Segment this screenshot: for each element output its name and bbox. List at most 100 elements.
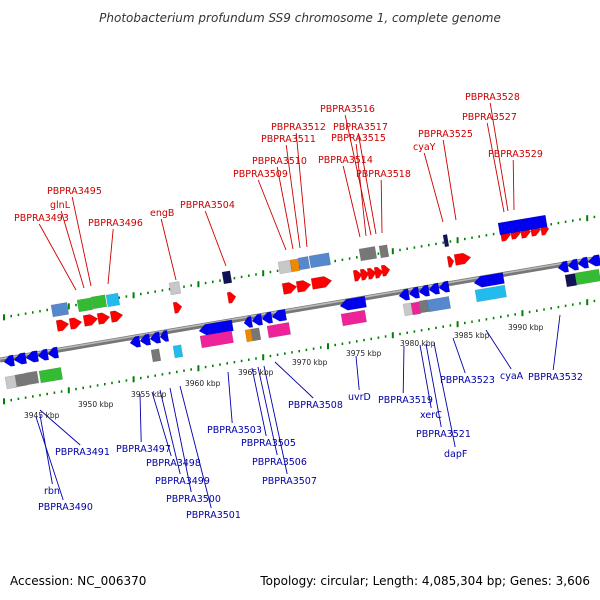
forward-gene-arrow <box>109 310 124 323</box>
reverse-gene-arrow <box>408 286 421 299</box>
reverse-gene-label: PBPRA3498 <box>146 458 201 469</box>
forward-gene-arrow <box>55 319 70 332</box>
reverse-gene-label: PBPRA3497 <box>116 444 171 455</box>
reverse-gene-label: dapF <box>444 449 467 460</box>
forward-gene-box <box>442 234 450 248</box>
reverse-gene-box <box>340 309 367 327</box>
reverse-leader-line <box>151 391 172 457</box>
forward-leader-line <box>204 210 227 267</box>
scale-label: 3970 kbp <box>292 358 328 367</box>
forward-gene-box <box>297 256 311 271</box>
reverse-gene-box <box>426 296 451 313</box>
forward-gene-label: PBPRA3529 <box>488 149 543 160</box>
reverse-gene-arrow <box>398 288 411 301</box>
accession-text: Accession: NC_006370 <box>10 574 146 588</box>
reverse-gene-arrow <box>129 335 142 348</box>
forward-gene-box <box>221 270 233 285</box>
reverse-gene-label: PBPRA3499 <box>155 476 210 487</box>
reverse-gene-box <box>266 322 291 339</box>
gene-features <box>3 214 600 390</box>
forward-gene-arrow <box>82 314 99 327</box>
forward-gene-label: PBPRA3510 <box>252 156 307 167</box>
scale-label: 3965 kbp <box>238 368 274 377</box>
forward-gene-arrow <box>453 252 472 266</box>
reverse-gene-box <box>199 330 234 349</box>
reverse-gene-label: PBPRA3503 <box>207 425 262 436</box>
reverse-gene-label: PBPRA3532 <box>528 372 583 383</box>
reverse-gene-arrow <box>13 352 28 365</box>
scale-label: 3945 kbp <box>24 411 60 420</box>
reverse-gene-arrow <box>149 331 162 344</box>
reverse-gene-arrow <box>25 350 40 363</box>
forward-leader-line <box>357 132 377 235</box>
reverse-leader-line <box>39 409 81 446</box>
forward-gene-arrow <box>172 301 183 314</box>
forward-leader-line <box>38 223 77 291</box>
forward-leader-line <box>344 114 372 236</box>
forward-gene-box <box>105 292 121 308</box>
reverse-leader-line <box>169 387 192 493</box>
forward-gene-arrow <box>446 255 455 268</box>
forward-gene-label: PBPRA3514 <box>318 155 373 166</box>
reverse-gene-box <box>574 268 600 286</box>
forward-gene-arrow <box>281 282 298 295</box>
forward-gene-arrow <box>366 267 377 280</box>
reverse-gene-box <box>418 299 430 314</box>
forward-leader-line <box>71 196 92 287</box>
reverse-gene-arrow <box>438 280 451 293</box>
scale-label: 3975 kbp <box>346 349 382 358</box>
forward-leader-line <box>512 159 515 211</box>
forward-gene-arrow <box>352 269 363 282</box>
forward-gene-arrow <box>68 317 83 330</box>
reverse-gene-arrow <box>577 256 590 269</box>
reverse-gene-label: uvrD <box>348 392 371 403</box>
reverse-gene-box <box>244 328 254 343</box>
forward-gene-box <box>76 297 94 313</box>
reverse-gene-arrow <box>271 308 288 322</box>
reverse-gene-arrow <box>47 346 60 359</box>
scale-labels: 3945 kbp 3950 kbp 3955 kbp 3960 kbp 3965 kbp… <box>24 323 544 420</box>
forward-gene-label: PBPRA3495 <box>47 186 102 197</box>
reverse-leader-line <box>263 365 288 475</box>
reverse-leader-line <box>433 342 456 448</box>
reverse-gene-arrow <box>418 284 431 297</box>
forward-leader-line <box>342 165 361 238</box>
leader-lines <box>35 102 561 509</box>
forward-gene-arrow <box>373 266 384 279</box>
reverse-gene-arrow <box>251 313 264 326</box>
reverse-gene-arrow <box>339 295 367 311</box>
reverse-leader-line <box>402 345 405 394</box>
forward-leader-line <box>257 179 287 251</box>
reverse-leader-line <box>35 416 64 501</box>
reverse-gene-label: PBPRA3523 <box>440 375 495 386</box>
scale-label: 3960 kbp <box>185 379 221 388</box>
reverse-gene-box <box>250 327 262 342</box>
forward-gene-box <box>308 252 332 269</box>
reverse-gene-arrow <box>159 329 170 342</box>
forward-gene-box <box>358 246 378 262</box>
reverse-gene-label: PBPRA3521 <box>416 429 471 440</box>
forward-gene-box <box>90 294 108 310</box>
reverse-gene-label: PBPRA3490 <box>38 502 93 513</box>
reverse-leader-line <box>139 393 142 443</box>
reverse-gene-label: PBPRA3500 <box>166 494 221 505</box>
forward-leader-line <box>380 179 383 234</box>
forward-gene-label: cyaY <box>413 142 436 153</box>
forward-gene-label: PBPRA3517 <box>333 122 388 133</box>
scale-label: 3955 kbp <box>131 390 167 399</box>
forward-gene-label: PBPRA3496 <box>88 218 143 229</box>
forward-gene-box <box>168 281 182 296</box>
reverse-gene-arrow <box>3 354 16 367</box>
forward-gene-label: glnL <box>50 200 71 211</box>
forward-leader-line <box>107 228 114 285</box>
forward-gene-label: PBPRA3527 <box>462 112 517 123</box>
reverse-gene-box <box>172 344 184 359</box>
reverse-leader-line <box>355 355 360 391</box>
scale-label: 3950 kbp <box>78 400 114 409</box>
reverse-gene-box <box>4 375 18 390</box>
forward-gene-label: PBPRA3518 <box>356 169 411 180</box>
reverse-gene-label: PBPRA3501 <box>186 510 241 521</box>
reverse-gene-box <box>474 284 507 303</box>
